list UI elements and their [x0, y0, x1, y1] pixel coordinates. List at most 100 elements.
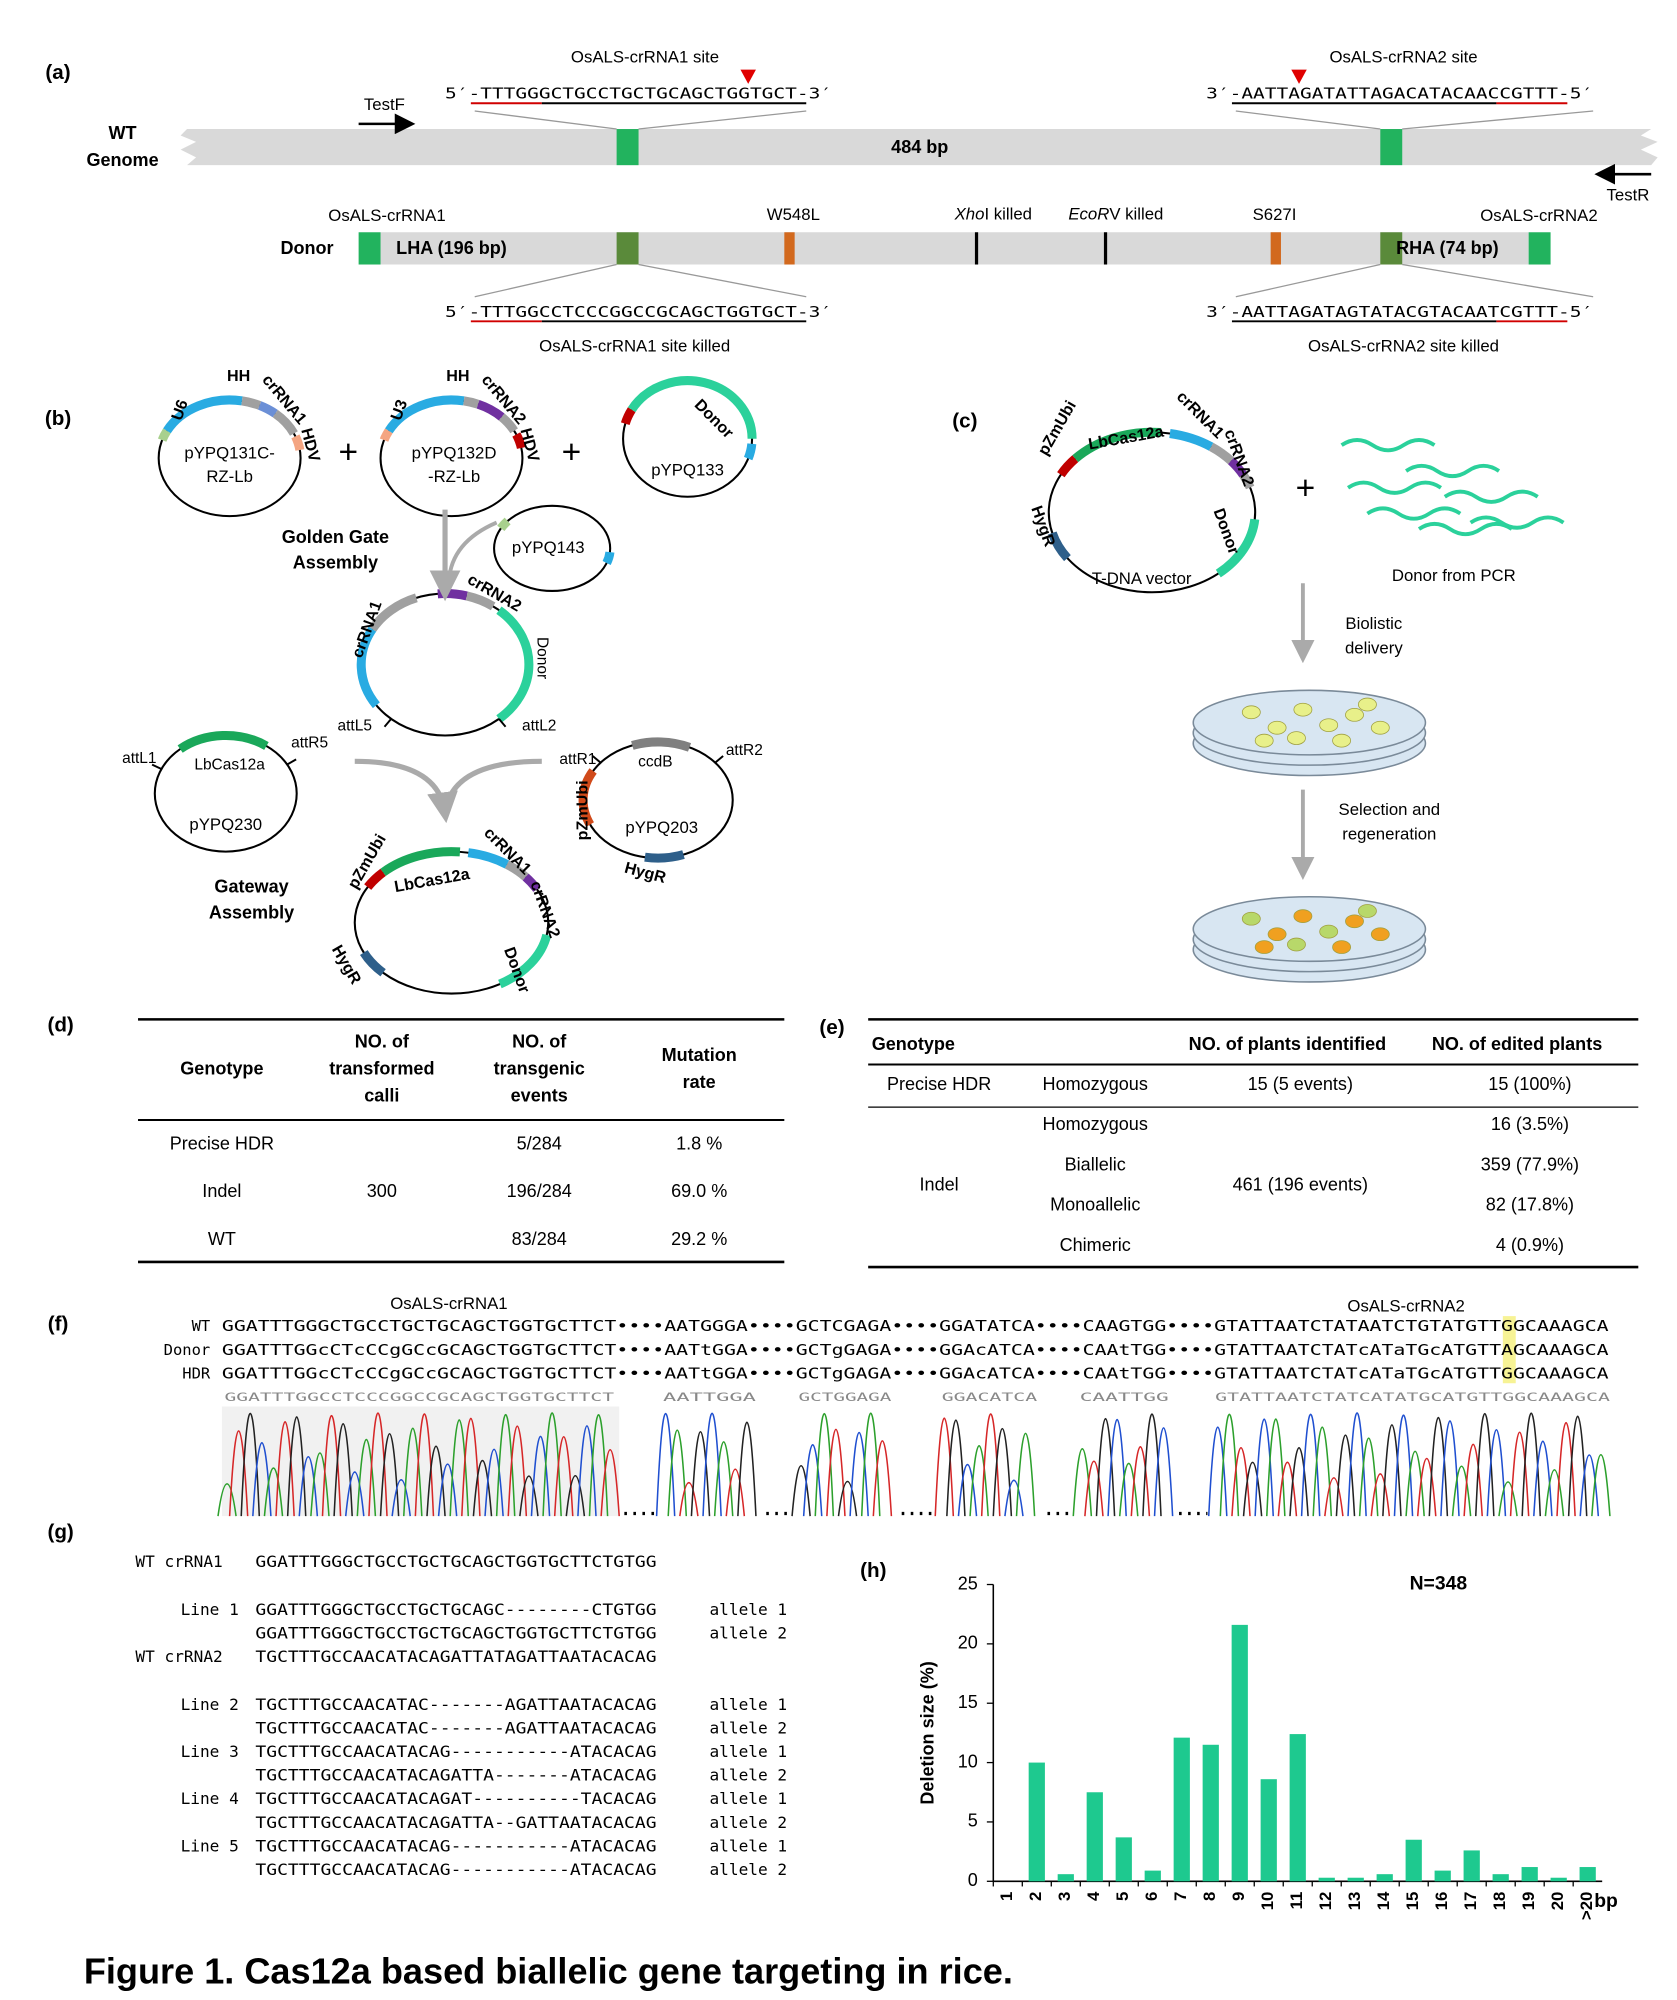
att-site: [286, 758, 297, 766]
label: -RZ-Lb: [428, 467, 480, 486]
bar: [1260, 1779, 1277, 1882]
trace-peak: [1312, 1426, 1333, 1517]
line: [1402, 110, 1594, 130]
label: OsALS-crRNA2: [1347, 1297, 1464, 1316]
target-site: [616, 129, 639, 166]
callus: [1267, 720, 1287, 735]
label: attR5: [291, 734, 328, 751]
callus: [1357, 697, 1377, 712]
plasmid-segment: [1239, 472, 1255, 490]
trace-peak: [1382, 1424, 1402, 1517]
label: Gateway: [214, 877, 288, 897]
trace-peak: [310, 1452, 330, 1517]
x-tick-label: 7: [1171, 1892, 1190, 1901]
label-italic: EcoR: [1068, 205, 1109, 224]
donor-bar: [380, 232, 1529, 265]
label: OsALS-crRNA2 site killed: [1308, 337, 1499, 356]
bar: [1144, 1870, 1161, 1882]
donor-feature: [358, 232, 381, 265]
x-tick-label: 3: [1055, 1892, 1074, 1901]
trace-peak: [1266, 1418, 1286, 1517]
plasmid-segment: [631, 737, 692, 752]
bar: [1173, 1737, 1190, 1882]
table-header: Mutation: [662, 1045, 737, 1065]
callus: [1293, 702, 1313, 717]
label: HH: [227, 367, 250, 385]
trace-peak: [1440, 1420, 1460, 1517]
genome-bar: [180, 129, 1658, 166]
trace-peak: [1072, 1448, 1093, 1517]
plasmid-segment: [467, 848, 510, 869]
label: TGCTTTGCCAACATACAG-----------ATACACAG: [255, 1836, 656, 1855]
panel-label: (f): [48, 1313, 69, 1336]
trace-peak: [577, 1425, 597, 1517]
trace-peak: [946, 1419, 966, 1517]
trace-peak: [1084, 1460, 1104, 1517]
label: Genome: [86, 150, 158, 170]
label: Line 5: [181, 1836, 239, 1855]
trace-bg: [795, 1406, 897, 1517]
label: Biallelic: [1065, 1154, 1126, 1174]
label: Monoallelic: [1050, 1195, 1140, 1215]
table-header: Genotype: [872, 1034, 955, 1054]
label: Homozygous: [1043, 1074, 1148, 1094]
plasmid-segment: [627, 376, 757, 439]
label: GGATTTGGCCTCCCGGCCGCAGCTGGTGCTTCT: [224, 1390, 614, 1404]
plasmid-segment: [743, 443, 757, 461]
bar: [1318, 1877, 1335, 1882]
label: GTATTAATCTATCATATGCATGTTGGCAAAGCA: [1215, 1390, 1610, 1404]
label: AATTGGA: [663, 1390, 756, 1404]
table-cell: Indel: [202, 1181, 241, 1201]
label: GGACATCA: [942, 1390, 1037, 1404]
bar: [1550, 1877, 1567, 1882]
arrow: [442, 758, 542, 814]
trace-peak: [1254, 1418, 1275, 1517]
trace-peak: [1521, 1412, 1542, 1517]
label: WT crRNA2: [135, 1647, 222, 1666]
att-site: [498, 718, 507, 728]
plasmid-segment: [1215, 518, 1260, 578]
label: Chimeric: [1060, 1235, 1131, 1255]
donor-dna: [1405, 463, 1501, 479]
callus: [1241, 705, 1261, 720]
trace-peak: [391, 1479, 411, 1517]
x-tick-label: 9: [1229, 1892, 1248, 1901]
plasmid-segment: [620, 407, 636, 426]
label: Biolistic: [1345, 614, 1402, 633]
label: allele 1: [710, 1600, 788, 1619]
trace-peak: [826, 1428, 846, 1517]
label: 3′-AATTAGATATTAGACATACAACCGTTT-5′: [1206, 85, 1593, 103]
label: Assembly: [293, 553, 378, 573]
donor-feature: [616, 232, 639, 265]
trace-peak: [1242, 1461, 1263, 1517]
donor-dna: [1340, 438, 1436, 453]
trace-peak: [814, 1413, 835, 1517]
trace-peak: [321, 1415, 342, 1517]
label: V killed: [1109, 205, 1163, 224]
trace-peak: [791, 1464, 811, 1517]
label: 15 (5 events): [1248, 1074, 1353, 1094]
line: [1235, 110, 1381, 130]
label: Selection and: [1339, 800, 1441, 819]
trace-peak: [263, 1467, 284, 1517]
trace-peak: [1498, 1481, 1518, 1517]
label: TGCTTTGCCAACATAC-------AGATTAATACACAG: [255, 1718, 656, 1737]
table-header: NO. of edited plants: [1432, 1034, 1602, 1054]
label: Line 2: [181, 1695, 239, 1714]
trace-peak: [1004, 1479, 1024, 1517]
x-tick-label: 12: [1316, 1892, 1335, 1911]
label: U6: [168, 397, 192, 423]
bar: [1405, 1839, 1422, 1882]
trace-peak: [655, 1413, 676, 1517]
plasmid-segment: [379, 428, 393, 442]
bar: [1289, 1734, 1306, 1882]
label: +: [339, 434, 359, 471]
trace-peak: [1591, 1453, 1611, 1517]
trace-peak: [600, 1448, 620, 1517]
label: pYPQ133: [651, 460, 724, 479]
plasmid-segment: [1169, 428, 1214, 451]
label: pYPQ143: [512, 538, 585, 557]
trace-peak: [356, 1439, 377, 1517]
